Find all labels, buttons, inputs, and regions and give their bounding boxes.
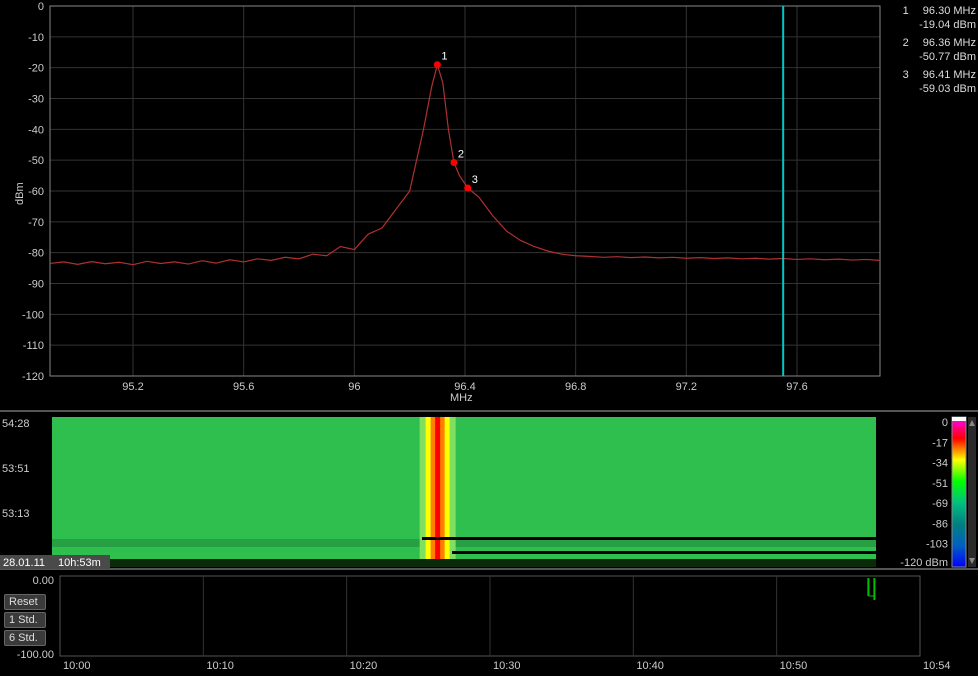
svg-text:-40: -40 <box>28 124 44 136</box>
svg-text:-86: -86 <box>932 518 948 530</box>
spectrum-chart[interactable]: 95.295.69696.496.897.297.60-10-20-30-40-… <box>0 0 978 410</box>
svg-text:-51: -51 <box>932 478 948 490</box>
marker-level: -19.04 dBm <box>919 19 976 31</box>
waterfall-chart[interactable]: 54:28 53:51 53:13 28.01.11 10h:53m 0 -17 -34 -51… <box>0 412 978 572</box>
marker-level: -59.03 dBm <box>919 83 976 95</box>
svg-text:-100: -100 <box>22 309 44 321</box>
spectrum-xaxis-label: MHz <box>450 392 473 404</box>
svg-text:-30: -30 <box>28 94 44 106</box>
svg-text:-69: -69 <box>932 498 948 510</box>
marker-freq: 96.36 MHz <box>923 37 976 49</box>
svg-text:10:20: 10:20 <box>350 660 378 672</box>
marker-readout-2: 2 96.36 MHz -50.77 dBm <box>903 36 976 64</box>
svg-text:-20: -20 <box>28 63 44 75</box>
svg-text:97.2: 97.2 <box>676 381 697 393</box>
history-buttons: Reset 1 Std. 6 Std. <box>4 592 46 648</box>
svg-text:-50: -50 <box>28 155 44 167</box>
svg-text:54:28: 54:28 <box>2 418 30 430</box>
six-hour-button[interactable]: 6 Std. <box>4 630 46 646</box>
svg-text:10:10: 10:10 <box>206 660 234 672</box>
svg-text:-90: -90 <box>28 279 44 291</box>
svg-text:-70: -70 <box>28 217 44 229</box>
marker-id: 1 <box>903 5 909 17</box>
svg-text:-17: -17 <box>932 437 948 449</box>
reset-button[interactable]: Reset <box>4 594 46 610</box>
svg-text:96.8: 96.8 <box>565 381 586 393</box>
marker-level: -50.77 dBm <box>919 51 976 63</box>
svg-text:3: 3 <box>472 174 478 186</box>
svg-text:10:30: 10:30 <box>493 660 521 672</box>
svg-text:-110: -110 <box>23 340 44 352</box>
spectrum-yaxis-label: dBm <box>14 182 26 205</box>
svg-text:-103: -103 <box>926 539 948 551</box>
svg-text:53:51: 53:51 <box>2 463 30 475</box>
waterfall-panel: 54:28 53:51 53:13 28.01.11 10h:53m 0 -17 -34 -51… <box>0 410 978 570</box>
svg-text:-10: -10 <box>28 32 44 44</box>
svg-text:95.6: 95.6 <box>233 381 254 393</box>
svg-text:97.6: 97.6 <box>786 381 807 393</box>
marker-id: 2 <box>903 37 909 49</box>
svg-text:10:54: 10:54 <box>923 660 951 672</box>
svg-text:96: 96 <box>348 381 360 393</box>
svg-text:-100.00: -100.00 <box>17 649 54 661</box>
history-panel: 10:00 10:10 10:20 10:30 10:40 10:50 10:54 0.00 -… <box>0 570 978 676</box>
marker-freq: 96.30 MHz <box>923 5 976 17</box>
marker-readout-1: 1 96.30 MHz -19.04 dBm <box>903 4 976 32</box>
svg-text:0.00: 0.00 <box>33 575 54 587</box>
svg-text:10h:53m: 10h:53m <box>58 557 101 569</box>
svg-text:-34: -34 <box>932 458 948 470</box>
svg-text:-120 dBm: -120 dBm <box>900 557 948 569</box>
spectrum-panel: 95.295.69696.496.897.297.60-10-20-30-40-… <box>0 0 978 410</box>
marker-freq: 96.41 MHz <box>923 69 976 81</box>
svg-text:0: 0 <box>38 1 44 13</box>
one-hour-button[interactable]: 1 Std. <box>4 612 46 628</box>
svg-text:28.01.11: 28.01.11 <box>3 557 45 569</box>
svg-text:53:13: 53:13 <box>2 508 30 520</box>
history-chart[interactable]: 10:00 10:10 10:20 10:30 10:40 10:50 10:54 0.00 -… <box>0 570 978 676</box>
svg-text:10:40: 10:40 <box>636 660 664 672</box>
svg-text:1: 1 <box>441 51 447 63</box>
svg-text:95.2: 95.2 <box>122 381 143 393</box>
marker-readout-3: 3 96.41 MHz -59.03 dBm <box>903 68 976 96</box>
marker-id: 3 <box>903 69 909 81</box>
svg-text:-80: -80 <box>28 248 44 260</box>
svg-text:10:50: 10:50 <box>780 660 808 672</box>
svg-text:-120: -120 <box>22 371 44 383</box>
svg-text:-60: -60 <box>28 186 44 198</box>
svg-text:2: 2 <box>458 149 464 161</box>
svg-text:0: 0 <box>942 417 948 429</box>
svg-text:10:00: 10:00 <box>63 660 91 672</box>
